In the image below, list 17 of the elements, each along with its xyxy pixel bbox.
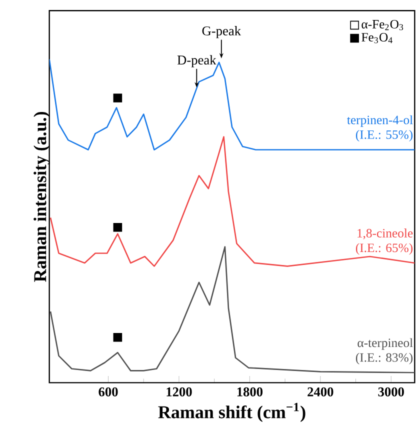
- series-label: terpinen-4-ol: [347, 115, 413, 127]
- legend-label: Fe$_{3}$O$_{4}$: [362, 33, 392, 44]
- annotation: (I.E.: 83%): [356, 352, 413, 364]
- annotation: (I.E.: 55%): [356, 130, 413, 142]
- x-axis-title: Raman shift (cm$^{−1}$): [158, 402, 306, 422]
- series-label: 1,8-cineole: [358, 228, 413, 240]
- x-tick-label: 1800: [237, 387, 263, 396]
- x-tick-label: 3000: [378, 387, 404, 396]
- x-tick-label: 2400: [308, 387, 334, 396]
- x-tick-label: 1200: [166, 387, 192, 396]
- annotation: G-peak: [202, 26, 242, 38]
- x-tick-label: 600: [98, 387, 118, 396]
- series-label: α-terpineol: [358, 338, 413, 350]
- annotation: D-peak: [177, 55, 216, 68]
- annotation: (I.E.: 65%): [356, 243, 413, 255]
- y-axis-title: Raman intensity (a.u.): [34, 112, 50, 282]
- legend-label: α-Fe$_{2}$O$_{3}$: [362, 20, 404, 30]
